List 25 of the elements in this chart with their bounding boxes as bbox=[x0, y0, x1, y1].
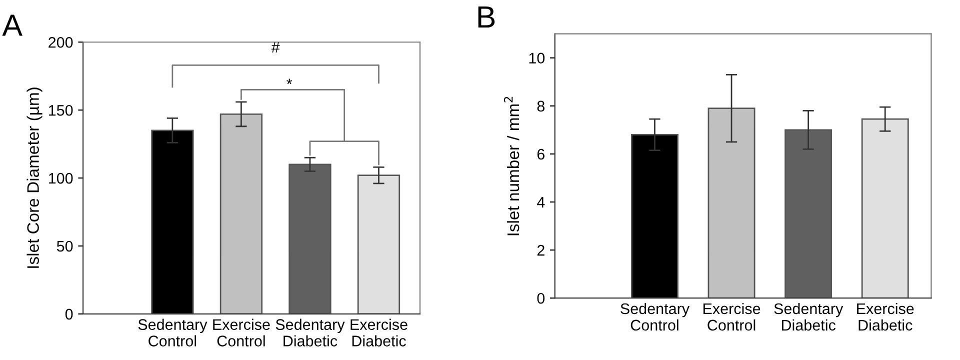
y-tick-label: 0 bbox=[537, 292, 545, 304]
x-tick-label: Exercise Diabetic bbox=[857, 302, 914, 331]
x-tick-label: Exercise Control bbox=[213, 318, 270, 346]
annotation: * bbox=[286, 78, 292, 84]
y-axis-title: Islet Core Diameter (µm) bbox=[26, 88, 42, 268]
y-tick-label: 100 bbox=[48, 172, 73, 184]
x-tick-label: Sedentary Control bbox=[138, 318, 208, 346]
y-tick-label: 200 bbox=[48, 36, 73, 48]
y-tick-label: 50 bbox=[56, 240, 73, 252]
y-tick-label: 0 bbox=[65, 308, 73, 320]
x-tick-label: Exercise Diabetic bbox=[350, 318, 408, 346]
y-axis-title: Islet number / mm$^{2}$ bbox=[504, 96, 520, 236]
y-tick-label: 10 bbox=[529, 52, 545, 64]
x-tick-label: Exercise Control bbox=[703, 302, 760, 331]
y-tick-label: 8 bbox=[537, 100, 544, 112]
chart-title: A bbox=[2, 14, 22, 36]
x-tick-label: Sedentary Control bbox=[620, 302, 690, 331]
y-tick-label: 2 bbox=[537, 244, 544, 256]
y-tick-label: 150 bbox=[48, 104, 73, 116]
x-tick-label: Sedentary Diabetic bbox=[774, 302, 844, 331]
y-tick-label: 6 bbox=[537, 148, 544, 160]
annotation: # bbox=[271, 42, 280, 53]
chart-title: B bbox=[478, 6, 495, 28]
y-tick-label: 4 bbox=[537, 197, 545, 208]
x-tick-label: Sedentary Diabetic bbox=[276, 318, 345, 346]
